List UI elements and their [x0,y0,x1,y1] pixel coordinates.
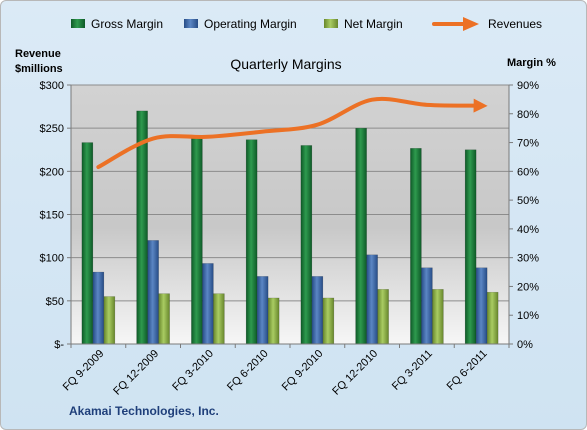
net-margin-bar [213,293,225,345]
legend-label-net-margin: Net Margin [344,17,403,31]
right-tick-label: 10% [517,310,539,322]
legend-swatch-revenues [432,17,479,31]
x-tick-label: FQ 3-2011 [390,348,435,393]
operating-margin-bar [311,276,324,345]
left-tick-label: $100 [40,253,64,265]
net-margin-bar [432,289,444,345]
operating-margin-bar [475,267,488,345]
revenues-line-arrowhead [473,98,488,113]
net-margin-bar [322,297,335,345]
net-margin-bar [158,293,170,345]
legend-swatch-net-margin [324,19,338,28]
x-tick-label: FQ 12-2010 [330,348,380,398]
x-tick-label: FQ 3-2010 [170,348,216,394]
left-tick-label: $50 [46,296,64,308]
right-tick-label: 50% [517,195,539,207]
revenue-line-layer [96,96,488,170]
left-axis-title-line2: $millions [15,63,63,75]
right-tick-label: 40% [517,224,539,236]
operating-margin-bar [421,267,433,345]
net-margin-bar [267,297,280,345]
right-tick-label: 60% [517,166,539,178]
legend-label-revenues: Revenues [488,17,542,31]
net-margin-bar [486,291,499,345]
left-axis-title-line1: Revenue [15,48,61,60]
left-tick-label: $300 [40,80,64,92]
bars [81,110,499,345]
right-tick-label: 70% [517,138,539,150]
legend-swatch-operating-margin [184,19,198,28]
left-tick-label: $- [54,339,64,351]
right-axis-title: Margin % [507,57,556,69]
chart-title: Quarterly Margins [230,56,341,72]
x-tick-label: FQ 6-2011 [445,348,490,393]
gross-margin-bar [300,145,313,345]
x-tick-label: FQ 9-2009 [61,348,107,394]
right-tick-label: 20% [517,281,539,293]
operating-margin-bar [366,254,378,345]
gross-margin-bar [410,148,422,345]
left-tick-label: $250 [40,123,64,135]
gross-margin-bar [464,149,477,345]
right-tick-label: 90% [517,80,539,92]
x-tick-label: FQ 6-2010 [225,348,271,394]
gross-margin-bar [81,142,94,345]
legend-swatch-gross-margin [71,19,85,28]
gross-margin-bar [191,136,203,345]
left-tick-label: $150 [40,210,64,222]
gross-margin-bar [355,127,367,345]
x-tick-label: FQ 9-2010 [280,348,326,394]
footer-company: Akamai Technologies, Inc. [69,404,219,418]
legend-label-gross-margin: Gross Margin [91,17,163,31]
legend: Gross Margin Operating Margin Net Margin… [71,17,542,31]
x-tick-label: FQ 12-2009 [111,348,161,398]
net-margin-bar [377,289,389,345]
operating-margin-bar [92,271,105,345]
right-tick-label: 80% [517,109,539,121]
left-tick-label: $200 [40,166,64,178]
operating-margin-bar [202,263,214,345]
gross-margin-bar [245,139,258,345]
revenues-line [96,96,484,170]
operating-margin-bar [256,276,269,345]
legend-label-operating-margin: Operating Margin [204,17,297,31]
right-tick-label: 30% [517,253,539,265]
right-tick-label: 0% [517,339,533,351]
net-margin-bar [103,296,116,345]
operating-margin-bar [147,240,159,345]
